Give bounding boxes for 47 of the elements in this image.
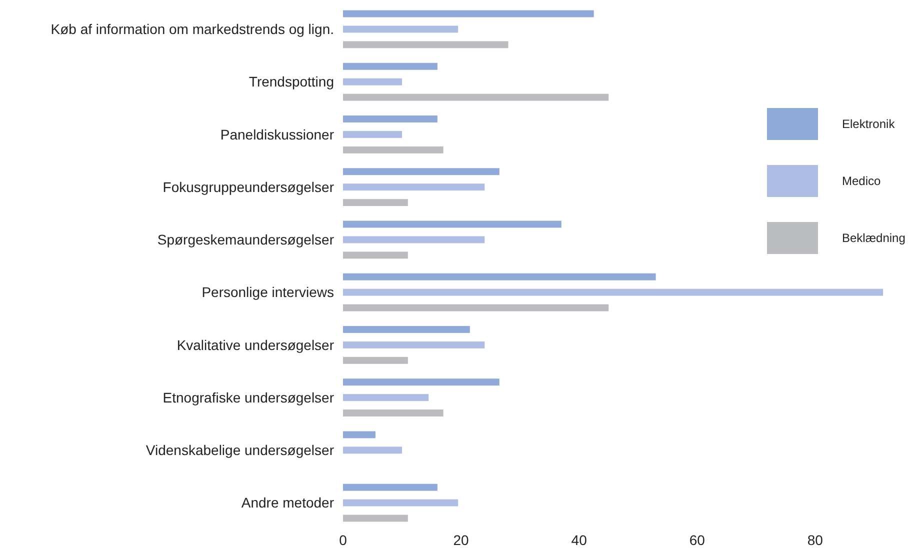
bar [343,499,458,506]
y-tick-label: Paneldiskussioner [220,126,334,142]
bar [343,326,470,333]
bar [343,26,458,33]
x-tick-label: 40 [571,532,588,548]
bar [343,431,376,438]
y-tick-label: Andre metoder [241,494,334,511]
y-tick-label: Personlige interviews [202,284,334,300]
bar [343,288,884,296]
bar [343,378,500,386]
bar [343,356,408,364]
x-tick-label: 20 [453,532,470,548]
bar [343,168,500,176]
y-tick-label: Videnskabelige undersøgelser [146,442,334,458]
bar [343,220,562,228]
bar [343,484,438,491]
bar [343,10,594,18]
y-tick-label: Køb af information om markedstrends og lign. [50,21,334,38]
bar [343,116,438,122]
y-tick-label: Spørgeskemaundersøgelser [157,232,334,248]
y-tick-label: Fokusgruppeundersøgelser [162,178,334,195]
bar [343,273,656,280]
bar [343,62,438,70]
bar [343,130,402,138]
x-tick-label: 0 [339,532,348,548]
text: Medico [842,174,882,188]
bar [343,41,508,48]
bar [343,236,485,244]
x-tick-label: 80 [807,532,824,548]
text: Elektronik [842,117,896,132]
bar [343,514,408,522]
y-tick-label: Kvalitative undersøgelser [176,336,334,353]
bar [343,78,402,86]
text: Beklædning [842,231,906,246]
x-tick-label: 60 [689,532,706,548]
bar [343,184,485,191]
y-tick-label: Etnografiske undersøgelser [162,389,334,406]
bar [343,94,609,101]
bar [343,341,485,348]
bar [343,394,429,402]
bar [343,410,444,416]
bar [343,446,402,454]
bar [343,304,609,312]
y-tick-label: Trendspotting [248,74,334,90]
bar [343,252,408,259]
bar [343,146,444,154]
bar [343,199,408,206]
